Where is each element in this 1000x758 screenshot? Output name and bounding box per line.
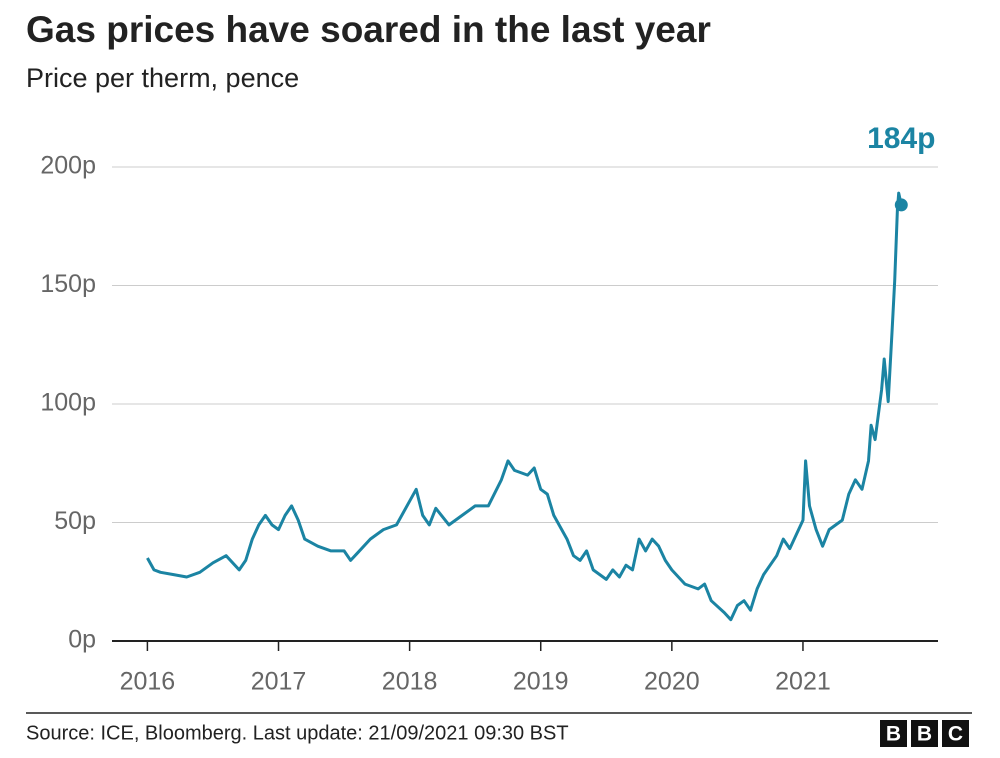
logo-letter: C: [948, 723, 963, 746]
x-tick-label: 2016: [120, 668, 176, 696]
logo-letter: B: [886, 723, 901, 746]
logo-box: [911, 720, 938, 747]
x-tick-label: 2020: [644, 668, 700, 696]
price-line: [146, 191, 903, 622]
chart-subtitle: Price per therm, pence: [26, 63, 299, 93]
x-tick-label: 2017: [251, 668, 307, 696]
x-tick-label: 2021: [775, 668, 831, 696]
y-tick-label: 0p: [68, 626, 96, 654]
logo-box: [880, 720, 907, 747]
logo-letter: B: [917, 723, 932, 746]
chart-title: Gas prices have soared in the last year: [26, 9, 711, 50]
x-tick-label: 2019: [513, 668, 569, 696]
logo-box: [942, 720, 969, 747]
y-tick-label: 200p: [40, 152, 96, 180]
annotation: 184p: [867, 122, 935, 155]
y-tick-label: 100p: [40, 389, 96, 417]
last-point: [894, 198, 908, 212]
y-tick-label: 50p: [54, 507, 96, 535]
y-tick-label: 150p: [40, 270, 96, 298]
source: Source: ICE, Bloomberg. Last update: 21/…: [26, 722, 569, 744]
x-tick-label: 2018: [382, 668, 438, 696]
